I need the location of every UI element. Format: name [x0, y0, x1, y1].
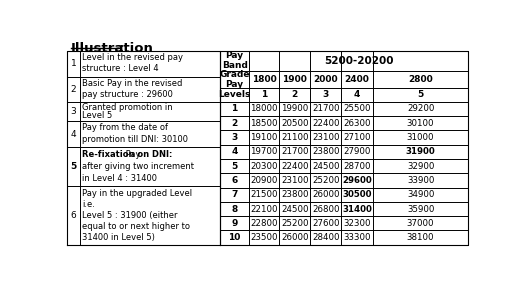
Text: 4: 4 [354, 90, 360, 99]
Text: 8: 8 [231, 204, 238, 213]
Text: 20500: 20500 [281, 119, 309, 127]
Text: 21100: 21100 [281, 133, 309, 142]
Text: Pay from the date of: Pay from the date of [82, 124, 168, 133]
Text: 2: 2 [231, 119, 238, 127]
Text: 21700: 21700 [281, 147, 309, 156]
Text: 6: 6 [231, 176, 238, 185]
Text: 18000: 18000 [250, 104, 278, 113]
Text: 22800: 22800 [250, 219, 278, 228]
Text: 9: 9 [231, 219, 238, 228]
Text: 19700: 19700 [251, 147, 278, 156]
Text: Levels: Levels [218, 90, 251, 99]
Text: 18500: 18500 [250, 119, 278, 127]
Text: 38100: 38100 [407, 233, 434, 242]
Text: promotion till DNI: 30100: promotion till DNI: 30100 [82, 135, 188, 144]
Text: 1800: 1800 [252, 75, 277, 84]
Text: 5200-20200: 5200-20200 [324, 56, 394, 66]
Text: 28700: 28700 [343, 162, 371, 171]
Text: 26300: 26300 [343, 119, 371, 127]
Text: 21700: 21700 [312, 104, 339, 113]
Text: 26800: 26800 [312, 204, 339, 213]
Text: 2800: 2800 [408, 75, 433, 84]
Text: Pay in the upgraded Level: Pay in the upgraded Level [82, 189, 193, 198]
Text: 29200: 29200 [407, 104, 434, 113]
Text: 20900: 20900 [251, 176, 278, 185]
Text: 4: 4 [231, 147, 238, 156]
Text: Pay
Band: Pay Band [222, 51, 247, 70]
Text: 22400: 22400 [281, 162, 309, 171]
Text: Pay: Pay [123, 150, 140, 158]
Text: after giving two increment: after giving two increment [82, 162, 194, 171]
Text: Granted promotion in: Granted promotion in [82, 103, 173, 112]
Text: 10: 10 [229, 233, 241, 242]
Text: 5: 5 [231, 162, 238, 171]
Text: 27900: 27900 [343, 147, 371, 156]
Text: 23100: 23100 [312, 133, 339, 142]
Text: 27600: 27600 [312, 219, 339, 228]
Text: 23100: 23100 [281, 176, 309, 185]
Text: 1: 1 [70, 59, 76, 68]
Text: 1: 1 [261, 90, 267, 99]
Text: 1900: 1900 [282, 75, 307, 84]
Text: Level 5 : 31900 (either: Level 5 : 31900 (either [82, 211, 178, 220]
Text: 19100: 19100 [251, 133, 278, 142]
Text: 22100: 22100 [250, 204, 278, 213]
Text: 26000: 26000 [312, 190, 339, 199]
Text: equal to or next higher to: equal to or next higher to [82, 222, 191, 231]
Text: 2400: 2400 [345, 75, 370, 84]
Text: 27100: 27100 [343, 133, 371, 142]
Text: 37000: 37000 [407, 219, 434, 228]
Text: structure : Level 4: structure : Level 4 [82, 64, 159, 73]
Text: 19900: 19900 [281, 104, 309, 113]
Text: 2000: 2000 [313, 75, 338, 84]
Text: 1: 1 [231, 104, 238, 113]
Text: 24500: 24500 [281, 204, 309, 213]
Text: 33300: 33300 [343, 233, 371, 242]
Text: 20300: 20300 [250, 162, 278, 171]
Text: 24500: 24500 [312, 162, 339, 171]
Text: 5: 5 [70, 162, 77, 171]
Text: Illustration: Illustration [70, 41, 153, 54]
Text: 21500: 21500 [250, 190, 278, 199]
Text: :: : [118, 41, 124, 54]
Text: 2: 2 [291, 90, 298, 99]
Text: 31900: 31900 [406, 147, 435, 156]
Text: 31000: 31000 [407, 133, 434, 142]
Text: 3: 3 [323, 90, 329, 99]
Text: 3: 3 [70, 107, 76, 116]
Text: 2: 2 [70, 85, 76, 94]
Text: 25200: 25200 [281, 219, 309, 228]
Text: Level 5: Level 5 [82, 111, 113, 120]
Text: Basic Pay in the revised: Basic Pay in the revised [82, 79, 183, 88]
Text: 23800: 23800 [281, 190, 309, 199]
Text: 30100: 30100 [407, 119, 434, 127]
Text: 25500: 25500 [343, 104, 371, 113]
Text: 3: 3 [231, 133, 238, 142]
Text: pay structure : 29600: pay structure : 29600 [82, 90, 173, 99]
Text: 33900: 33900 [407, 176, 434, 185]
Text: 6: 6 [70, 211, 76, 220]
Text: 32900: 32900 [407, 162, 434, 171]
Text: 23500: 23500 [250, 233, 278, 242]
Text: 5: 5 [418, 90, 424, 99]
Text: 22400: 22400 [312, 119, 339, 127]
Text: 25200: 25200 [312, 176, 339, 185]
Text: 32300: 32300 [343, 219, 371, 228]
Text: 35900: 35900 [407, 204, 434, 213]
Text: 34900: 34900 [407, 190, 434, 199]
Text: 26000: 26000 [281, 233, 309, 242]
Text: 30500: 30500 [342, 190, 372, 199]
Text: 4: 4 [70, 129, 76, 138]
Text: i.e.: i.e. [82, 200, 95, 209]
Text: 31400 in Level 5): 31400 in Level 5) [82, 233, 155, 242]
Text: 31400: 31400 [342, 204, 372, 213]
Text: 7: 7 [231, 190, 238, 199]
Text: 28400: 28400 [312, 233, 339, 242]
Text: Level in the revised pay: Level in the revised pay [82, 53, 183, 62]
Text: Grade
Pay: Grade Pay [219, 70, 250, 89]
Text: 29600: 29600 [342, 176, 372, 185]
Text: in Level 4 : 31400: in Level 4 : 31400 [82, 173, 157, 182]
Text: Re-fixation on DNI:: Re-fixation on DNI: [82, 150, 173, 158]
Text: 23800: 23800 [312, 147, 339, 156]
